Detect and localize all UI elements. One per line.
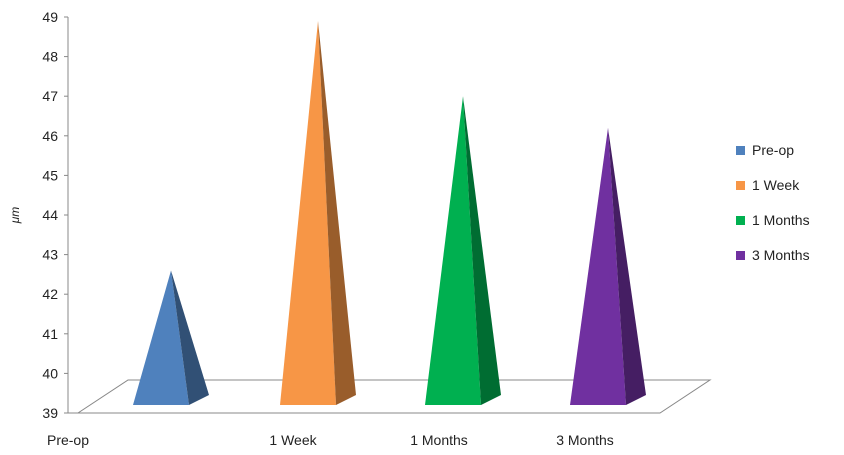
- pyramid-front-face: [425, 96, 481, 405]
- pyramid-front-face: [280, 20, 336, 406]
- legend-swatch: [736, 251, 745, 260]
- y-tick-label: 46: [42, 128, 58, 144]
- pyramid-front-face: [133, 270, 189, 405]
- y-tick-label: 45: [42, 167, 58, 183]
- legend-label: 1 Months: [752, 212, 810, 228]
- y-tick-label: 49: [42, 9, 58, 25]
- pyramid-4: [570, 127, 646, 405]
- y-tick-label: 40: [42, 365, 58, 381]
- x-category-label: 3 Months: [556, 432, 614, 448]
- y-tick-label: 47: [42, 88, 58, 104]
- legend-label: 1 Week: [752, 177, 800, 193]
- legend-swatch: [736, 146, 745, 155]
- pyramid-side-face: [463, 96, 501, 405]
- legend-swatch: [736, 181, 745, 190]
- legend-swatch: [736, 216, 745, 225]
- y-tick-label: 42: [42, 286, 58, 302]
- pyramid-3: [425, 96, 501, 405]
- y-tick-label: 48: [42, 49, 58, 65]
- y-tick-label: 43: [42, 247, 58, 263]
- x-category-label: 1 Week: [269, 432, 317, 448]
- pyramid-side-face: [608, 127, 646, 405]
- legend-label: Pre-op: [752, 142, 794, 158]
- pyramid-side-face: [318, 20, 356, 406]
- pyramid-2: [280, 20, 356, 406]
- legend-label: 3 Months: [752, 247, 810, 263]
- y-tick-label: 44: [42, 207, 58, 223]
- x-category-label: 1 Months: [410, 432, 468, 448]
- y-axis-title: μm: [8, 207, 22, 225]
- y-tick-label: 39: [42, 405, 58, 421]
- pyramid-front-face: [570, 127, 626, 405]
- y-tick-label: 41: [42, 326, 58, 342]
- chart-floor: [76, 379, 712, 414]
- pyramid-side-face: [171, 270, 209, 405]
- pyramid-1: [133, 270, 209, 405]
- x-category-label: Pre-op: [47, 432, 89, 448]
